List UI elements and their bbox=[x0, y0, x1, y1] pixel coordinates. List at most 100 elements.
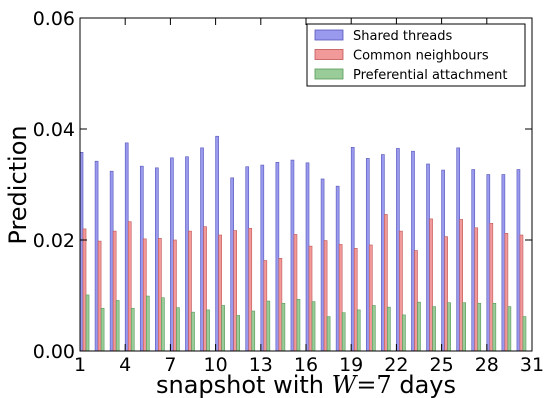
bar-preferential-attachment-4 bbox=[130, 307, 135, 352]
legend-swatch-preferential-attachment bbox=[314, 68, 344, 80]
bar-shared-threads-4 bbox=[124, 142, 129, 352]
bar-shared-threads-20 bbox=[365, 158, 370, 352]
bar-preferential-attachment-17 bbox=[326, 316, 331, 352]
bar-preferential-attachment-2 bbox=[100, 307, 105, 352]
bar-shared-threads-16 bbox=[305, 162, 310, 352]
bar-shared-threads-29 bbox=[501, 174, 506, 352]
bar-common-neighbours-1 bbox=[82, 228, 87, 352]
x-axis-label-variable: W bbox=[332, 371, 359, 398]
bar-preferential-attachment-15 bbox=[296, 299, 301, 352]
legend-label-preferential-attachment: Preferential attachment bbox=[353, 68, 507, 83]
bar-preferential-attachment-27 bbox=[477, 302, 482, 352]
bar-preferential-attachment-13 bbox=[266, 300, 271, 352]
bar-common-neighbours-14 bbox=[278, 258, 283, 352]
bar-common-neighbours-22 bbox=[399, 230, 403, 352]
bar-shared-threads-8 bbox=[185, 156, 189, 352]
legend-label-shared-threads: Shared threads bbox=[353, 29, 453, 44]
bar-common-neighbours-6 bbox=[158, 238, 162, 352]
bar-shared-threads-21 bbox=[381, 154, 385, 352]
bar-common-neighbours-11 bbox=[233, 230, 237, 352]
x-tick-label-3: 10 bbox=[204, 354, 228, 376]
bar-common-neighbours-24 bbox=[429, 218, 433, 352]
bar-preferential-attachment-18 bbox=[341, 312, 346, 352]
legend-swatch-shared-threads bbox=[314, 29, 344, 41]
bar-shared-threads-10 bbox=[215, 135, 219, 352]
x-tick-label-2: 7 bbox=[164, 354, 176, 376]
bar-common-neighbours-16 bbox=[308, 245, 313, 352]
bar-shared-threads-24 bbox=[426, 163, 430, 352]
x-tick-label-4: 13 bbox=[249, 354, 273, 376]
x-tick-label-10: 31 bbox=[520, 354, 544, 376]
bar-shared-threads-17 bbox=[320, 178, 325, 352]
x-tick-label-6: 19 bbox=[339, 354, 363, 376]
bar-shared-threads-6 bbox=[155, 167, 159, 352]
bar-common-neighbours-10 bbox=[218, 234, 222, 352]
y-tick-label-2: 0.04 bbox=[33, 119, 75, 141]
x-tick-label-0: 1 bbox=[74, 354, 86, 376]
bar-common-neighbours-29 bbox=[504, 233, 509, 352]
x-tick-label-7: 22 bbox=[384, 354, 408, 376]
bar-shared-threads-13 bbox=[260, 164, 265, 352]
bar-common-neighbours-9 bbox=[203, 226, 207, 352]
x-tick-label-9: 28 bbox=[475, 354, 499, 376]
bar-preferential-attachment-7 bbox=[176, 307, 180, 352]
bar-common-neighbours-28 bbox=[489, 223, 494, 352]
bar-common-neighbours-3 bbox=[112, 230, 117, 352]
bar-common-neighbours-12 bbox=[248, 228, 253, 352]
bar-preferential-attachment-8 bbox=[191, 311, 195, 352]
bar-common-neighbours-8 bbox=[188, 230, 192, 352]
bar-shared-threads-11 bbox=[230, 177, 234, 352]
bar-preferential-attachment-14 bbox=[281, 302, 286, 352]
bar-preferential-attachment-28 bbox=[492, 302, 497, 352]
bar-shared-threads-18 bbox=[335, 185, 340, 352]
y-tick-label-3: 0.06 bbox=[33, 8, 75, 30]
bar-common-neighbours-5 bbox=[142, 238, 147, 352]
bar-common-neighbours-19 bbox=[353, 248, 358, 352]
bar-shared-threads-5 bbox=[139, 165, 144, 352]
y-axis-label: Prediction bbox=[4, 125, 32, 244]
bar-preferential-attachment-30 bbox=[522, 316, 527, 352]
bar-preferential-attachment-23 bbox=[417, 301, 421, 352]
bar-shared-threads-23 bbox=[411, 150, 415, 352]
x-axis-label-suffix: days bbox=[392, 371, 456, 398]
y-tick-labels: 0.00 0.02 0.04 0.06 bbox=[33, 8, 75, 363]
bar-common-neighbours-15 bbox=[293, 234, 298, 352]
bar-common-neighbours-20 bbox=[368, 244, 373, 352]
bar-preferential-attachment-12 bbox=[251, 310, 256, 352]
bar-common-neighbours-17 bbox=[323, 240, 328, 352]
bar-shared-threads-28 bbox=[486, 174, 491, 352]
bar-shared-threads-27 bbox=[471, 169, 476, 352]
bar-common-neighbours-27 bbox=[474, 227, 479, 352]
bar-preferential-attachment-25 bbox=[447, 302, 451, 352]
bar-common-neighbours-25 bbox=[444, 236, 448, 352]
bar-preferential-attachment-6 bbox=[161, 297, 165, 352]
x-axis-label-prefix: snapshot with bbox=[156, 371, 332, 398]
bar-preferential-attachment-19 bbox=[356, 309, 361, 352]
bar-shared-threads-14 bbox=[275, 162, 280, 352]
bar-common-neighbours-30 bbox=[519, 234, 524, 352]
legend-swatch-common-neighbours bbox=[314, 49, 344, 60]
bar-shared-threads-7 bbox=[170, 157, 174, 352]
bar-preferential-attachment-3 bbox=[115, 300, 120, 352]
plot-frame bbox=[79, 17, 533, 352]
bar-shared-threads-25 bbox=[441, 169, 445, 352]
bar-preferential-attachment-26 bbox=[462, 302, 467, 352]
bar-shared-threads-15 bbox=[290, 159, 295, 352]
x-tick-label-5: 16 bbox=[294, 354, 318, 376]
bar-common-neighbours-4 bbox=[127, 221, 132, 352]
bar-preferential-attachment-29 bbox=[507, 306, 512, 352]
bar-preferential-attachment-20 bbox=[371, 305, 376, 352]
bar-common-neighbours-2 bbox=[97, 240, 102, 352]
bar-shared-threads-30 bbox=[516, 169, 521, 352]
bar-preferential-attachment-24 bbox=[432, 306, 436, 352]
x-tick-label-1: 4 bbox=[119, 354, 131, 376]
bar-common-neighbours-7 bbox=[173, 239, 177, 352]
x-axis-label-equals: =7 bbox=[356, 371, 391, 398]
x-axis-label: snapshot with W=7 days bbox=[156, 371, 456, 398]
bar-common-neighbours-13 bbox=[263, 260, 268, 352]
legend-label-common-neighbours: Common neighbours bbox=[353, 49, 489, 64]
bar-common-neighbours-26 bbox=[459, 219, 463, 352]
bar-shared-threads-26 bbox=[456, 147, 460, 352]
bar-preferential-attachment-5 bbox=[145, 295, 150, 352]
